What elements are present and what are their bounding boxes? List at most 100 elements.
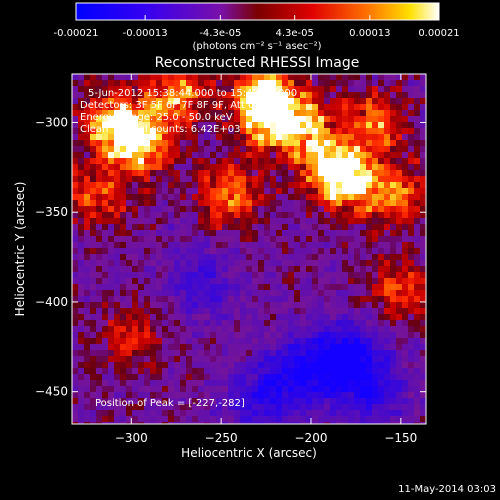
heatmap-cell — [168, 140, 175, 147]
heatmap-cell — [210, 134, 217, 141]
heatmap-cell — [192, 314, 199, 321]
heatmap-cell — [282, 356, 289, 363]
heatmap-cell — [354, 410, 361, 417]
heatmap-cell — [174, 122, 181, 129]
heatmap-cell — [252, 260, 259, 267]
heatmap-cell — [390, 212, 397, 219]
heatmap-cell — [384, 362, 391, 369]
heatmap-cell — [252, 200, 259, 207]
heatmap-cell — [306, 290, 313, 297]
heatmap-cell — [138, 212, 145, 219]
heatmap-cell — [138, 404, 145, 411]
heatmap-cell — [252, 74, 259, 81]
heatmap-cell — [396, 104, 403, 111]
heatmap-cell — [192, 224, 199, 231]
heatmap-cell — [240, 80, 247, 87]
heatmap-cell — [360, 104, 367, 111]
heatmap-cell — [240, 314, 247, 321]
heatmap-cell — [288, 284, 295, 291]
heatmap-cell — [300, 398, 307, 405]
heatmap-cell — [114, 242, 121, 249]
heatmap-cell — [324, 278, 331, 285]
heatmap-cell — [282, 80, 289, 87]
heatmap-cell — [174, 224, 181, 231]
heatmap-cell — [84, 260, 91, 267]
heatmap-cell — [144, 380, 151, 387]
heatmap-cell — [138, 122, 145, 129]
heatmap-cell — [156, 392, 163, 399]
heatmap-cell — [180, 338, 187, 345]
heatmap-cell — [234, 170, 241, 177]
heatmap-cell — [312, 104, 319, 111]
heatmap-cell — [276, 302, 283, 309]
heatmap-cell — [126, 140, 133, 147]
heatmap-cell — [372, 350, 379, 357]
heatmap-cell — [174, 212, 181, 219]
heatmap-cell — [258, 80, 265, 87]
heatmap-cell — [180, 212, 187, 219]
heatmap-cell — [102, 326, 109, 333]
heatmap-cell — [300, 176, 307, 183]
heatmap-cell — [198, 302, 205, 309]
heatmap-cell — [102, 374, 109, 381]
heatmap-cell — [408, 158, 415, 165]
heatmap-cell — [180, 422, 187, 424]
heatmap-cell — [390, 416, 397, 423]
heatmap-cell — [108, 320, 115, 327]
heatmap-cell — [120, 404, 127, 411]
heatmap-cell — [396, 404, 403, 411]
heatmap-cell — [384, 272, 391, 279]
heatmap-cell — [228, 164, 235, 171]
heatmap-cell — [360, 224, 367, 231]
heatmap-cell — [282, 230, 289, 237]
heatmap-cell — [318, 122, 325, 129]
heatmap-cell — [258, 146, 265, 153]
heatmap-cell — [270, 194, 277, 201]
heatmap-cell — [360, 398, 367, 405]
heatmap-cell — [84, 158, 91, 165]
heatmap-cell — [168, 266, 175, 273]
heatmap-cell — [348, 374, 355, 381]
heatmap-cell — [234, 224, 241, 231]
heatmap-cell — [198, 326, 205, 333]
heatmap-cell — [120, 164, 127, 171]
heatmap-cell — [102, 122, 109, 129]
heatmap-cell — [156, 278, 163, 285]
heatmap-cell — [378, 194, 385, 201]
heatmap-cell — [402, 410, 409, 417]
heatmap-cell — [126, 110, 133, 117]
heatmap-cell — [204, 86, 211, 93]
heatmap-cell — [300, 344, 307, 351]
heatmap-cell — [186, 110, 193, 117]
heatmap-cell — [264, 392, 271, 399]
heatmap-cell — [390, 200, 397, 207]
heatmap-cell — [390, 260, 397, 267]
heatmap-cell — [258, 104, 265, 111]
heatmap-cell — [258, 308, 265, 315]
heatmap-cell — [378, 302, 385, 309]
heatmap-cell — [84, 350, 91, 357]
heatmap-cell — [96, 236, 103, 243]
y-tick-label: −300 — [35, 115, 68, 129]
heatmap-cell — [84, 182, 91, 189]
heatmap-cell — [270, 356, 277, 363]
heatmap-cell — [168, 356, 175, 363]
heatmap-cell — [162, 164, 169, 171]
heatmap-cell — [144, 320, 151, 327]
heatmap-cell — [276, 332, 283, 339]
heatmap-cell — [210, 302, 217, 309]
heatmap-cell — [318, 74, 325, 81]
heatmap-cell — [324, 170, 331, 177]
heatmap-cell — [300, 386, 307, 393]
heatmap-cell — [336, 410, 343, 417]
heatmap-cell — [366, 122, 373, 129]
heatmap-cell — [78, 398, 85, 405]
heatmap-cell — [276, 200, 283, 207]
heatmap-cell — [282, 380, 289, 387]
heatmap-cell — [360, 308, 367, 315]
heatmap-cell — [294, 242, 301, 249]
heatmap-cell — [228, 374, 235, 381]
heatmap-cell — [318, 110, 325, 117]
heatmap-cell — [162, 236, 169, 243]
heatmap-cell — [192, 380, 199, 387]
